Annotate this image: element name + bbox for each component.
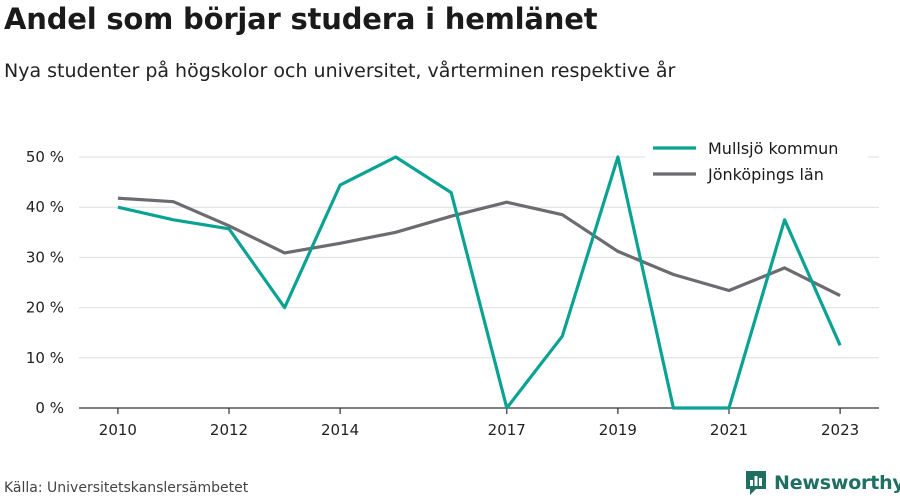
y-tick-label: 10 % — [26, 349, 64, 367]
legend-label: Mullsjö kommun — [708, 139, 838, 158]
newsworthy-logo: Newsworthy — [744, 469, 900, 497]
y-tick-label: 0 % — [35, 399, 64, 417]
y-tick-label: 30 % — [26, 248, 64, 266]
legend-background — [645, 134, 868, 190]
series-lines — [117, 155, 842, 410]
chart-title: Andel som börjar studera i hemlänet — [4, 2, 598, 36]
chart-subtitle: Nya studenter på högskolor och universit… — [4, 60, 676, 82]
x-axis: 2010 2012 2014 2017 2019 2021 2023 — [79, 407, 879, 439]
legend: Mullsjö kommun Jönköpings län — [645, 134, 868, 190]
brand-name: Newsworthy — [774, 472, 900, 494]
x-tick-label: 2017 — [488, 421, 526, 439]
source-note: Källa: Universitetskanslersämbetet — [4, 480, 249, 496]
legend-label: Jönköpings län — [707, 165, 824, 184]
x-tick-label: 2021 — [710, 421, 748, 439]
y-tick-label: 20 % — [26, 299, 64, 317]
series-line — [117, 196, 841, 298]
x-tick-label: 2019 — [599, 421, 637, 439]
x-tick-label: 2014 — [321, 421, 359, 439]
y-tick-label: 50 % — [26, 148, 64, 166]
x-tick-label: 2023 — [821, 421, 859, 439]
series-line — [117, 155, 842, 410]
y-axis-ticks: 0 % 10 % 20 % 30 % 40 % 50 % — [26, 148, 64, 417]
gridlines — [79, 156, 879, 359]
x-tick-label: 2010 — [99, 421, 137, 439]
y-tick-label: 40 % — [26, 198, 64, 216]
newsworthy-logo-icon — [746, 471, 766, 495]
x-tick-label: 2012 — [210, 421, 248, 439]
